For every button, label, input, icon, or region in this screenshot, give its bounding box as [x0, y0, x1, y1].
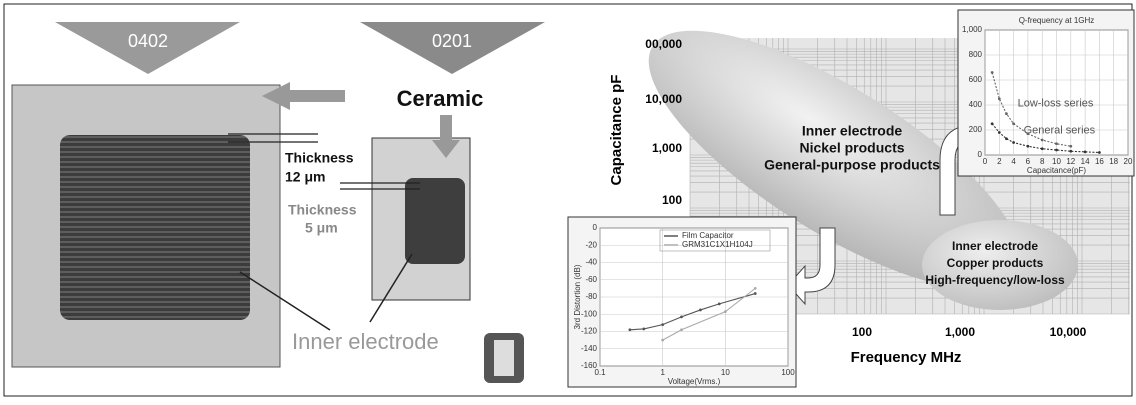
- series-point: [998, 97, 1001, 100]
- x-tick-label: 10: [721, 368, 730, 377]
- series-point: [998, 131, 1001, 134]
- series-point: [718, 303, 721, 306]
- y-axis-label: Capacitance pF: [608, 75, 625, 186]
- y-tick-label: -60: [585, 275, 597, 284]
- series-point: [1005, 112, 1008, 115]
- x-tick-label: 20: [1124, 157, 1133, 166]
- x-axis-label: Capacitance(pF): [1027, 166, 1086, 175]
- x-axis-label: Voltage(Vrms.): [668, 377, 721, 386]
- series-point: [661, 339, 664, 342]
- legend-label: GRM31C1X1H104J: [682, 240, 753, 249]
- series-point: [1012, 122, 1015, 125]
- x-tick-label: 100: [781, 368, 795, 377]
- x-tick-label: 18: [1109, 157, 1118, 166]
- y-tick-label: -160: [581, 361, 598, 370]
- capacitor-icon: [484, 333, 524, 383]
- size-label: 0402: [128, 31, 168, 51]
- series-point: [680, 328, 683, 331]
- series-point: [1069, 145, 1072, 148]
- y-tick-label: -100: [581, 309, 598, 318]
- series-point: [699, 309, 702, 312]
- region-label: Copper products: [947, 256, 1044, 270]
- electrode-label: Inner electrode: [292, 329, 439, 354]
- legend-label: Film Capacitor: [682, 231, 734, 240]
- electrode-stack-large: [60, 135, 250, 320]
- inset-title: Q-frequency at 1GHz: [1019, 16, 1095, 25]
- series-point: [1084, 150, 1087, 153]
- x-tick-label: 16: [1095, 157, 1104, 166]
- material-label: Ceramic: [397, 86, 484, 111]
- x-tick-label: 10: [1052, 157, 1061, 166]
- y-tick-label: -20: [585, 240, 597, 249]
- series-point: [724, 310, 727, 313]
- series-point: [1098, 151, 1101, 154]
- series-point: [661, 323, 664, 326]
- x-tick-label: 14: [1081, 157, 1090, 166]
- series-point: [1027, 145, 1030, 148]
- size-label: 0201: [432, 31, 472, 51]
- y-tick-label: 1,000: [652, 141, 682, 155]
- y-tick-label: 100: [662, 193, 682, 207]
- thickness-label: Thickness: [285, 150, 354, 166]
- series-point: [1012, 141, 1015, 144]
- electrode-stack-small: [405, 178, 465, 264]
- region-label: Nickel products: [799, 140, 904, 156]
- x-tick-label: 0: [983, 157, 988, 166]
- series-point: [991, 71, 994, 74]
- series-point: [991, 122, 994, 125]
- series-point: [754, 287, 757, 290]
- series-point: [1069, 150, 1072, 153]
- x-tick-label: 8: [1040, 157, 1045, 166]
- series-point: [754, 292, 757, 295]
- series-point: [1041, 139, 1044, 142]
- series-point: [642, 328, 645, 331]
- y-tick-label: 0: [593, 223, 598, 232]
- x-tick-label: 4: [1011, 157, 1016, 166]
- series-point: [680, 315, 683, 318]
- thickness-value: 12 μm: [285, 169, 325, 185]
- x-tick-label: 100: [852, 325, 872, 339]
- series-label: Low-loss series: [1018, 98, 1094, 110]
- region-label: High-frequency/low-loss: [925, 273, 1065, 287]
- x-tick-label: 6: [1026, 157, 1031, 166]
- y-tick-label: 800: [969, 50, 983, 59]
- y-tick-label: -140: [581, 344, 598, 353]
- series-label: General series: [1024, 124, 1096, 136]
- figure: 0402 0201 Ceramic Thickness 12 μm Thickn…: [0, 0, 1136, 400]
- y-tick-label: -40: [585, 258, 597, 267]
- series-point: [628, 328, 631, 331]
- series-point: [1055, 142, 1058, 145]
- y-tick-label: 600: [969, 75, 983, 84]
- region-label: Inner electrode: [952, 239, 1038, 253]
- y-tick-label: 10,000: [645, 92, 682, 106]
- x-tick-label: 2: [997, 157, 1002, 166]
- x-axis-label: Frequency MHz: [851, 349, 962, 366]
- y-tick-label: 200: [969, 125, 983, 134]
- y-tick-label: -120: [581, 327, 598, 336]
- region-label: General-purpose products: [764, 157, 940, 173]
- series-point: [1005, 137, 1008, 140]
- series-point: [1055, 149, 1058, 152]
- y-tick-label: 00,000: [645, 37, 682, 51]
- x-tick-label: 12: [1066, 157, 1075, 166]
- y-axis-label: 3rd Distortion (dB): [573, 264, 582, 329]
- thickness-label: Thickness: [288, 202, 357, 218]
- series-point: [1041, 147, 1044, 150]
- thickness-value: 5 μm: [305, 220, 338, 236]
- y-tick-label: 0: [978, 150, 983, 159]
- y-tick-label: -80: [585, 292, 597, 301]
- y-tick-label: 1,000: [962, 25, 983, 34]
- y-tick-label: 400: [969, 100, 983, 109]
- x-tick-label: 10,000: [1050, 325, 1087, 339]
- x-tick-label: 1,000: [945, 325, 975, 339]
- x-tick-label: 1: [660, 368, 665, 377]
- region-label: Inner electrode: [802, 123, 903, 139]
